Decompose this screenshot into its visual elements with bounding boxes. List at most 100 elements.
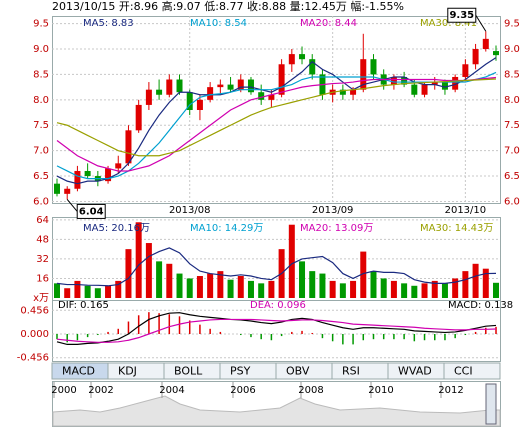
volume-bar xyxy=(319,273,326,298)
candle-body xyxy=(84,170,91,177)
candle-body xyxy=(339,89,346,95)
candle-body xyxy=(196,99,203,110)
y-tick-label: 9.5 xyxy=(33,19,49,30)
candle-body xyxy=(135,104,142,131)
candle-body xyxy=(156,89,163,95)
y-tick-label-right: 8.0 xyxy=(504,95,520,106)
legend-entry: MA10: 14.29万 xyxy=(190,223,263,234)
volume-bar xyxy=(84,285,91,298)
volume-bar xyxy=(125,249,132,298)
annotation-box xyxy=(447,7,477,23)
y-tick-label-right: 7.0 xyxy=(504,146,520,157)
candle-body xyxy=(472,49,479,65)
candle-body xyxy=(431,82,438,85)
annotation-label: 9.35 xyxy=(449,10,474,21)
overview-year: 2006 xyxy=(230,385,255,396)
tab-label: BOLL xyxy=(174,365,203,378)
legend-entry: MA5: 20.16万 xyxy=(83,223,150,234)
tab-label: RSI xyxy=(342,365,360,378)
y-tick-label-right: 6.0 xyxy=(504,196,520,207)
volume-bar xyxy=(380,278,387,298)
x-tick-label: 2013/09 xyxy=(312,205,354,216)
volume-bar xyxy=(105,285,112,298)
y-tick-label: -0.456 xyxy=(17,353,49,364)
volume-bar xyxy=(54,283,60,298)
overview-year: 2008 xyxy=(298,385,323,396)
annotation-box xyxy=(76,203,106,219)
volume-bar xyxy=(207,273,214,298)
volume-bar xyxy=(247,280,254,298)
volume-bar xyxy=(309,271,316,298)
header-quote: 2013/10/15 开:8.96 高:9.07 低:8.77 收:8.88 量… xyxy=(52,0,404,13)
volume-bar xyxy=(176,273,183,298)
volume-bar xyxy=(237,276,244,298)
overview-year: 2012 xyxy=(438,385,463,396)
volume-bar xyxy=(186,278,193,298)
x-tick-label: 2013/08 xyxy=(169,205,211,216)
legend-entry: MA5: 8.83 xyxy=(83,18,134,29)
x-tick-label: 2013/10 xyxy=(445,205,487,216)
candle-body xyxy=(288,54,295,65)
volume-bar xyxy=(64,288,71,298)
y-tick-label: 9.0 xyxy=(33,44,49,55)
tab[interactable] xyxy=(443,362,501,380)
volume-bar xyxy=(493,282,499,298)
y-tick-label-right: 9.5 xyxy=(504,19,520,30)
legend-entry: DIF: 0.165 xyxy=(58,300,109,311)
volume-bar xyxy=(156,261,163,298)
y-tick-label: 0.000 xyxy=(20,329,49,340)
volume-bar xyxy=(268,280,275,298)
y-tick-label-right: 6.5 xyxy=(504,171,520,182)
y-tick-label: 8.0 xyxy=(33,95,49,106)
tab[interactable] xyxy=(331,362,389,380)
y-tick-label-right: 8.5 xyxy=(504,69,520,80)
annotation-pointer xyxy=(66,199,78,212)
volume-bar xyxy=(350,280,357,298)
candle-body xyxy=(360,59,367,90)
candle-body xyxy=(217,84,224,88)
candle-body xyxy=(390,76,397,85)
y-tick-label-right: 9.0 xyxy=(504,44,520,55)
volume-bar xyxy=(421,283,428,298)
candle-body xyxy=(125,130,132,164)
legend-entry: MA20: 13.09万 xyxy=(300,223,373,234)
volume-bar xyxy=(472,263,479,298)
legend-entry: MA30: 14.43万 xyxy=(420,223,493,234)
candle-body xyxy=(64,188,71,194)
volume-bar xyxy=(217,271,224,298)
volume-bar xyxy=(227,279,234,298)
candle-body xyxy=(115,163,122,169)
overview-handle[interactable] xyxy=(485,383,497,425)
volume-bar xyxy=(299,261,306,298)
candle-body xyxy=(145,89,152,105)
y-tick-label: 7.0 xyxy=(33,146,49,157)
candle-body xyxy=(411,84,418,95)
tab-label: CCI xyxy=(454,365,473,378)
candle-body xyxy=(176,79,183,93)
candle-body xyxy=(350,89,357,95)
y-tick-label: 64 xyxy=(36,215,49,226)
tab-label: OBV xyxy=(286,365,310,378)
macd-line xyxy=(56,318,497,343)
candle-body xyxy=(370,59,377,75)
volume-bar xyxy=(370,271,377,298)
candle-body xyxy=(482,38,489,50)
volume-bar xyxy=(482,268,489,298)
ma-line xyxy=(56,76,497,172)
candle-body xyxy=(421,84,428,95)
legend-entry: MA20: 8.44 xyxy=(300,18,357,29)
volume-bar xyxy=(462,271,469,298)
volume-bar xyxy=(258,283,265,298)
volume-bar xyxy=(196,276,203,298)
overview-year: 2010 xyxy=(368,385,393,396)
y-tick-label: 6.0 xyxy=(33,196,49,207)
candle-body xyxy=(258,92,265,100)
tab-label: KDJ xyxy=(118,365,137,378)
y-tick-label: 48 xyxy=(36,234,49,245)
volume-bar xyxy=(135,222,142,298)
y-tick-label-right: 7.5 xyxy=(504,120,520,131)
volume-bar xyxy=(166,263,173,298)
ma-line xyxy=(56,57,497,185)
y-tick-label: 0.456 xyxy=(20,305,49,316)
